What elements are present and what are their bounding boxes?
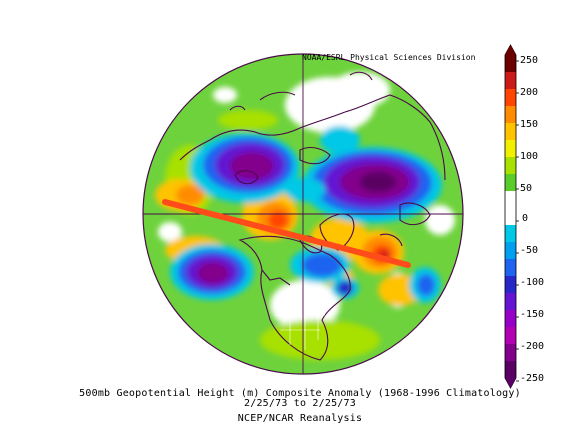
colorbar-label: 50	[520, 183, 533, 194]
colorbar-segment	[505, 361, 516, 379]
data-source: NCEP/NCAR Reanalysis	[237, 413, 363, 424]
colorbar-segment	[505, 327, 516, 345]
colorbar-segment	[505, 174, 516, 192]
us-state-lines	[275, 295, 330, 350]
colorbar-label: 100	[520, 151, 539, 162]
colorbar-segment	[505, 106, 516, 124]
colorbar	[504, 44, 519, 389]
colorbar-segment	[505, 259, 516, 277]
colorbar-label: -50	[520, 245, 539, 256]
colorbar-label: -100	[520, 277, 545, 288]
annotation-line	[162, 199, 411, 268]
colorbar-segment	[505, 191, 516, 209]
colorbar-segment	[505, 344, 516, 362]
coastlines	[179, 71, 446, 361]
colorbar-segment	[505, 157, 516, 175]
credit-label: NOAA/ESRL Physical Sciences Division	[302, 53, 476, 62]
colorbar-segment	[505, 225, 516, 243]
colorbar-label: 0	[522, 213, 529, 224]
date-range: 2/25/73 to 2/25/73	[244, 398, 356, 409]
colorbar-segment	[505, 72, 516, 90]
colorbar-label: -200	[520, 341, 545, 352]
colorbar-segment	[505, 55, 516, 73]
map-title: 500mb Geopotential Height (m) Composite …	[79, 388, 521, 399]
colorbar-segment	[505, 310, 516, 328]
colorbar-segment	[505, 123, 516, 141]
colorbar-segment	[505, 140, 516, 158]
colorbar-segment	[505, 276, 516, 294]
colorbar-segment	[505, 208, 516, 226]
colorbar-label: -150	[520, 309, 545, 320]
colorbar-segment	[505, 242, 516, 260]
colorbar-bottom-arrow	[505, 378, 516, 388]
colorbar-label: 200	[520, 87, 539, 98]
colorbar-label: 250	[520, 55, 539, 66]
colorbar-segment	[505, 293, 516, 311]
colorbar-label: -250	[520, 373, 545, 384]
colorbar-label: 150	[520, 119, 539, 130]
colorbar-top-arrow	[505, 45, 516, 55]
colorbar-segment	[505, 89, 516, 107]
